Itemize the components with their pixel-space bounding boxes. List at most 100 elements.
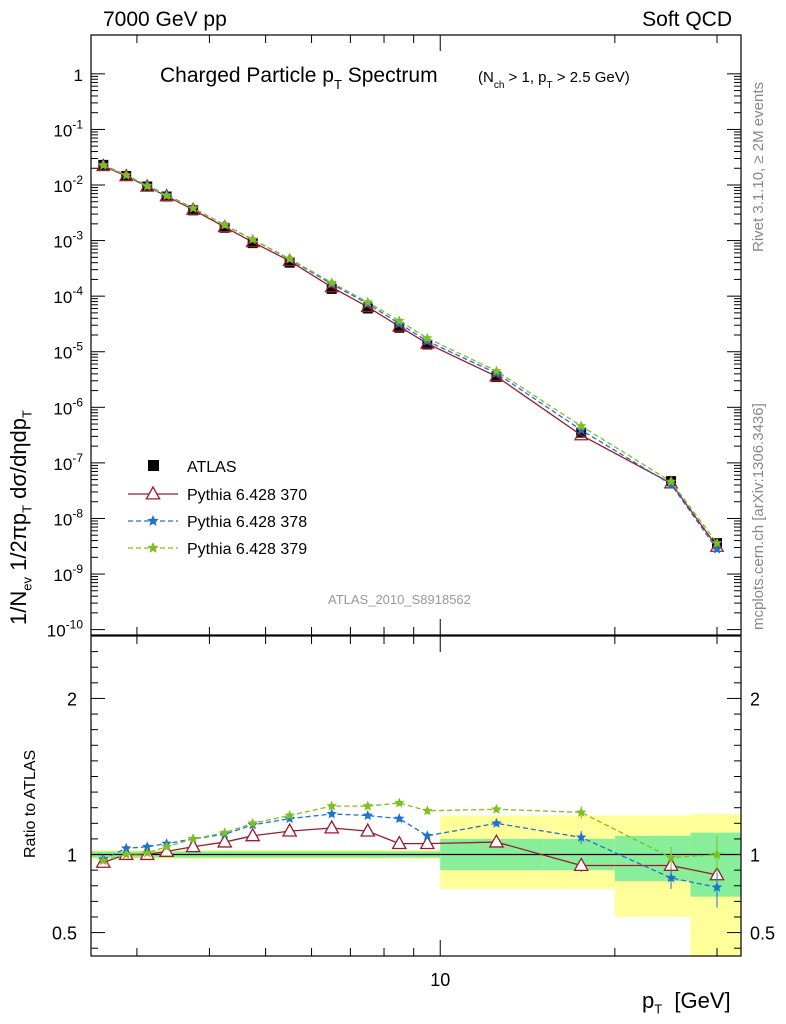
pythia-379-point <box>491 365 502 376</box>
analysis-tag: ATLAS_2010_S8918562 <box>328 592 471 607</box>
pythia-379-point <box>711 537 723 548</box>
pythia-379-point <box>394 315 405 326</box>
pythia-379-point <box>576 420 587 431</box>
ratio-y-tick-label: 2 <box>67 689 77 709</box>
ratio-y-tick-label: 0.5 <box>52 924 77 944</box>
ratio-378-point <box>576 831 587 842</box>
atlas-data-point <box>284 257 295 268</box>
pythia-379-point <box>362 296 373 307</box>
pythia-379-point <box>187 202 199 213</box>
pythia-378-point <box>711 543 723 554</box>
ratio-370-point <box>216 833 233 848</box>
legend-entry-label: Pythia 6.428 370 <box>187 487 307 504</box>
ratio-370-point <box>419 835 436 850</box>
ratio-y-tick-label: 1 <box>67 846 77 866</box>
series-line-2 <box>103 164 718 550</box>
legend-entry-label: Pythia 6.428 379 <box>187 541 307 558</box>
legend-marker-atlas <box>148 460 159 471</box>
y-tick-label: 1 <box>74 66 83 85</box>
ratio-y-tick-label-right: 1 <box>750 846 760 866</box>
ratio-379-point <box>491 803 502 814</box>
legend-marker-star <box>147 515 159 526</box>
ratio-379-point <box>121 849 132 859</box>
ratio-370-point <box>158 843 175 857</box>
pythia-379-point <box>121 169 132 180</box>
ratio-379-point <box>219 827 230 838</box>
ratio-line-1 <box>103 813 718 888</box>
ratio-379-point <box>142 847 153 858</box>
ratio-379-point <box>187 833 199 844</box>
ratio-378-point <box>711 881 723 892</box>
legend-marker-triangle <box>145 485 161 500</box>
ratio-378-point <box>121 842 132 853</box>
ratio-379-point <box>161 841 172 852</box>
ratio-370-point <box>185 838 201 853</box>
ratio-plot-frame <box>90 635 742 957</box>
ratio-378-point <box>665 872 677 883</box>
ratio-378-point <box>142 841 153 852</box>
pythia-379-point <box>161 190 172 201</box>
ratio-379-point <box>326 800 337 811</box>
pythia-378-point <box>576 424 587 435</box>
y-tick-label: 10-5 <box>53 340 83 363</box>
atlas-data-point <box>247 238 258 249</box>
ratio-379-point <box>98 855 109 866</box>
ratio-379-point <box>711 849 723 859</box>
y-tick-label: 10-3 <box>53 229 83 252</box>
y-tick-label: 10-2 <box>53 173 83 196</box>
ratio-379-point <box>247 817 258 828</box>
main-title-cuts: (Nch > 1, pT > 2.5 GeV) <box>478 69 630 91</box>
ratio-378-point <box>284 813 295 824</box>
ratio-379-point <box>284 810 295 820</box>
y-tick-label: 10-6 <box>53 395 83 418</box>
ratio-line-0 <box>103 827 718 876</box>
ratio-378-point <box>394 813 405 824</box>
pythia-379-point <box>665 476 677 487</box>
ratio-379-point <box>665 852 677 863</box>
pythia-379-point <box>247 233 258 244</box>
main-title: Charged Particle pT Spectrum <box>160 64 438 92</box>
y-tick-label: 10-8 <box>53 506 83 529</box>
ratio-370-point <box>281 822 298 837</box>
header-left-label: 7000 GeV pp <box>103 8 227 31</box>
y-tick-label: 10-10 <box>47 618 84 641</box>
ratio-370-point <box>488 833 505 848</box>
ratio-378-point <box>362 810 373 820</box>
series-line-3 <box>103 164 718 544</box>
ratio-378-point <box>422 830 433 841</box>
ratio-y-tick-label-right: 2 <box>750 689 760 709</box>
legend-marker-star <box>147 542 159 553</box>
y-tick-label: 10-9 <box>53 562 83 585</box>
pythia-379-point <box>326 277 337 288</box>
uncertainty-band-inner <box>614 835 691 882</box>
ratio-370-point <box>573 857 589 872</box>
atlas-data-point <box>362 303 373 314</box>
pythia-379-point <box>284 253 295 264</box>
atlas-data-point <box>326 283 337 294</box>
ratio-378-point <box>491 817 502 828</box>
y-tick-label: 10-7 <box>53 451 83 474</box>
legend-entry-label: Pythia 6.428 378 <box>187 514 307 531</box>
ratio-379-point <box>422 805 433 816</box>
pythia-379-point <box>98 159 109 170</box>
atlas-data-point <box>576 427 587 438</box>
y-tick-label: 10-1 <box>53 117 83 140</box>
pythia-379-point <box>142 180 153 191</box>
header-right-label: Soft QCD <box>642 8 732 31</box>
ratio-379-point <box>362 800 373 811</box>
ratio-370-point <box>244 827 261 842</box>
pythia-379-point <box>219 219 230 230</box>
legend-entry-label: ATLAS <box>187 459 237 476</box>
y-tick-label: 10-4 <box>53 284 83 307</box>
ratio-y-tick-label-right: 0.5 <box>750 924 775 944</box>
x-axis-title: pT [GeV] <box>642 988 731 1017</box>
ratio-370-point <box>391 835 408 850</box>
ratio-379-point <box>576 806 587 817</box>
pythia-370-point <box>185 201 201 215</box>
ratio-line-2 <box>103 802 718 862</box>
atlas-data-point <box>394 322 405 333</box>
pythia-370-point <box>324 279 339 293</box>
ratio-370-point <box>360 822 376 837</box>
x-tick-label: 10 <box>430 970 450 990</box>
